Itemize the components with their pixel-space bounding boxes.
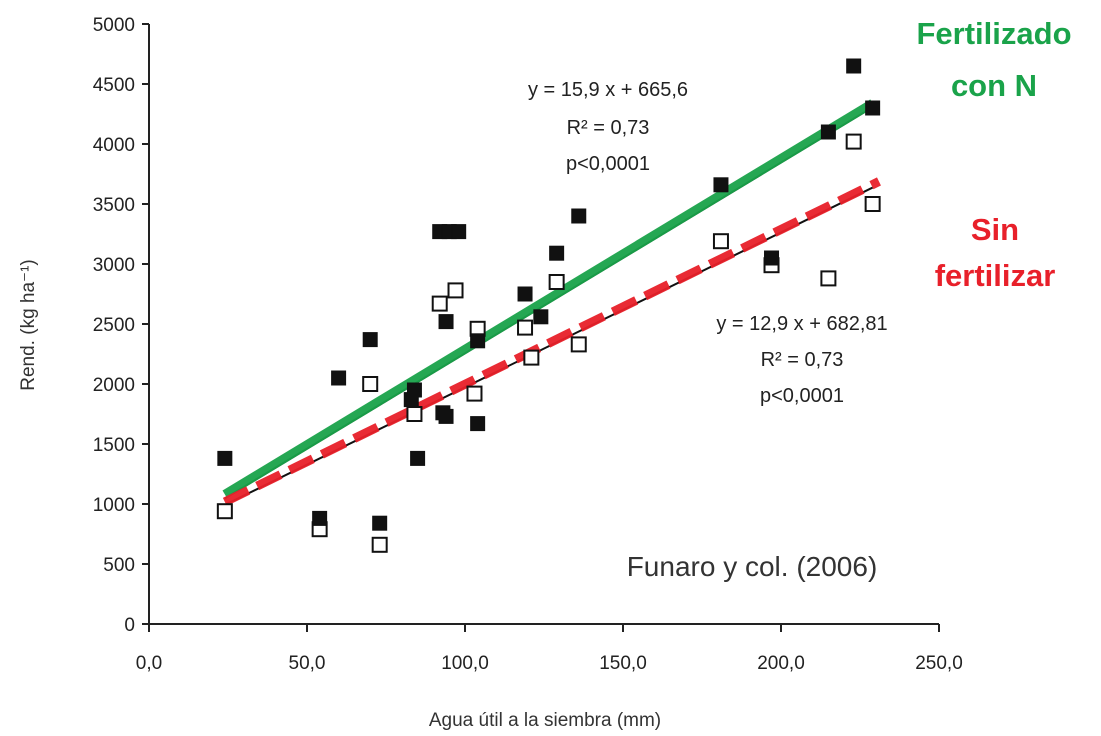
x-tick-label: 150,0 [599,653,647,674]
fertilizado-fit-line [222,99,875,499]
sin-fertilizar-point [845,133,862,150]
sin-fertilizar-point [216,503,233,520]
y-tick-label: 500 [103,555,135,576]
fertilizado-equation-line-1: y = 15,9 x + 665,6 [528,79,688,101]
fertilizado-point [438,314,454,330]
fertilizado-point [846,58,862,74]
fertilizado-point [451,224,467,240]
legend-fertilizado-line-2: con N [951,68,1037,103]
sin-fertilizar-equation-line-3: p<0,0001 [760,385,844,407]
fertilizado-point [571,208,587,224]
fertilizado-point [331,370,347,386]
sin-fertilizar-point [371,536,388,553]
fertilizado-point [470,416,486,432]
sin-fertilizar-equation: y = 12,9 x + 682,81 R² = 0,73 p<0,0001 [716,313,887,407]
citation-annotation: Funaro y col. (2006) [627,551,878,582]
fertilizado-point [549,245,565,261]
fertilizado-point [410,450,426,466]
sin-fertilizar-point [362,376,379,392]
legend-fertilizado: Fertilizado con N [916,16,1071,103]
fertilizado-equation-line-2: R² = 0,73 [567,117,650,139]
fit-lines [222,99,881,506]
sin-fertilizar-point [820,270,837,287]
y-tick-label: 1000 [93,495,135,516]
x-tick-label: 250,0 [915,653,963,674]
fertilizado-equation-line-3: p<0,0001 [566,153,650,175]
y-tick-label: 2000 [93,375,135,396]
x-axis-title: Agua útil a la siembra (mm) [429,710,661,731]
y-tick-label: 5000 [93,15,135,36]
sin-fertilizar-point [570,336,587,353]
markers [216,58,881,553]
sin-fertilizar-point [466,385,483,402]
sin-fertilizar-point [712,233,729,250]
sin-fertilizar-point [406,406,423,422]
sin-fertilizar-point [523,349,540,366]
sin-fertilizar-point [548,274,565,290]
fertilizado-point [764,250,780,266]
fertilizado-point [406,382,422,398]
fertilizado-point [438,408,454,424]
fertilizado-point [517,286,533,302]
legend-sin-fertilizar-line-2: fertilizar [935,258,1056,293]
sin-fertilizar-trendline-black [224,186,874,506]
legend-sin-fertilizar: Sin fertilizar [935,212,1056,293]
x-tick-label: 200,0 [757,653,805,674]
y-tick-label: 2500 [93,315,135,336]
fertilizado-equation: y = 15,9 x + 665,6 R² = 0,73 p<0,0001 [528,79,688,175]
fertilizado-point [312,510,328,526]
sin-fertilizar-fit-line [222,177,881,506]
y-tick-label: 4500 [93,75,135,96]
x-tick-label: 0,0 [136,653,162,674]
fertilizado-point [372,515,388,531]
y-tick-label: 0 [124,615,135,636]
y-axis-title: Rend. (kg ha⁻¹) [18,259,39,390]
legend-fertilizado-line-1: Fertilizado [916,16,1071,51]
sin-fertilizar-point [864,196,881,212]
x-tick-label: 100,0 [441,653,489,674]
fertilizado-point [217,450,233,466]
axes: 0 500 1000 1500 2000 2500 3000 3500 4000 4500 5000… [93,15,963,674]
x-tick-label: 50,0 [289,653,326,674]
sin-fertilizar-equation-line-2: R² = 0,73 [761,349,844,371]
fertilizado-point [470,333,486,349]
y-tick-label: 4000 [93,135,135,156]
legend-sin-fertilizar-line-1: Sin [971,212,1019,247]
y-tick-label: 3000 [93,255,135,276]
fertilizado-point [713,177,729,193]
fertilizado-point [362,332,378,348]
sin-fertilizar-point [431,295,448,312]
fertilizado-point [865,100,881,116]
sin-fertilizar-point [447,282,464,299]
sin-fertilizar-equation-line-1: y = 12,9 x + 682,81 [716,313,887,335]
y-tick-label: 3500 [93,195,135,216]
fertilizado-point [533,309,549,325]
y-tick-label: 1500 [93,435,135,456]
fertilizado-point [820,124,836,140]
sin-fertilizar-point [517,319,534,336]
